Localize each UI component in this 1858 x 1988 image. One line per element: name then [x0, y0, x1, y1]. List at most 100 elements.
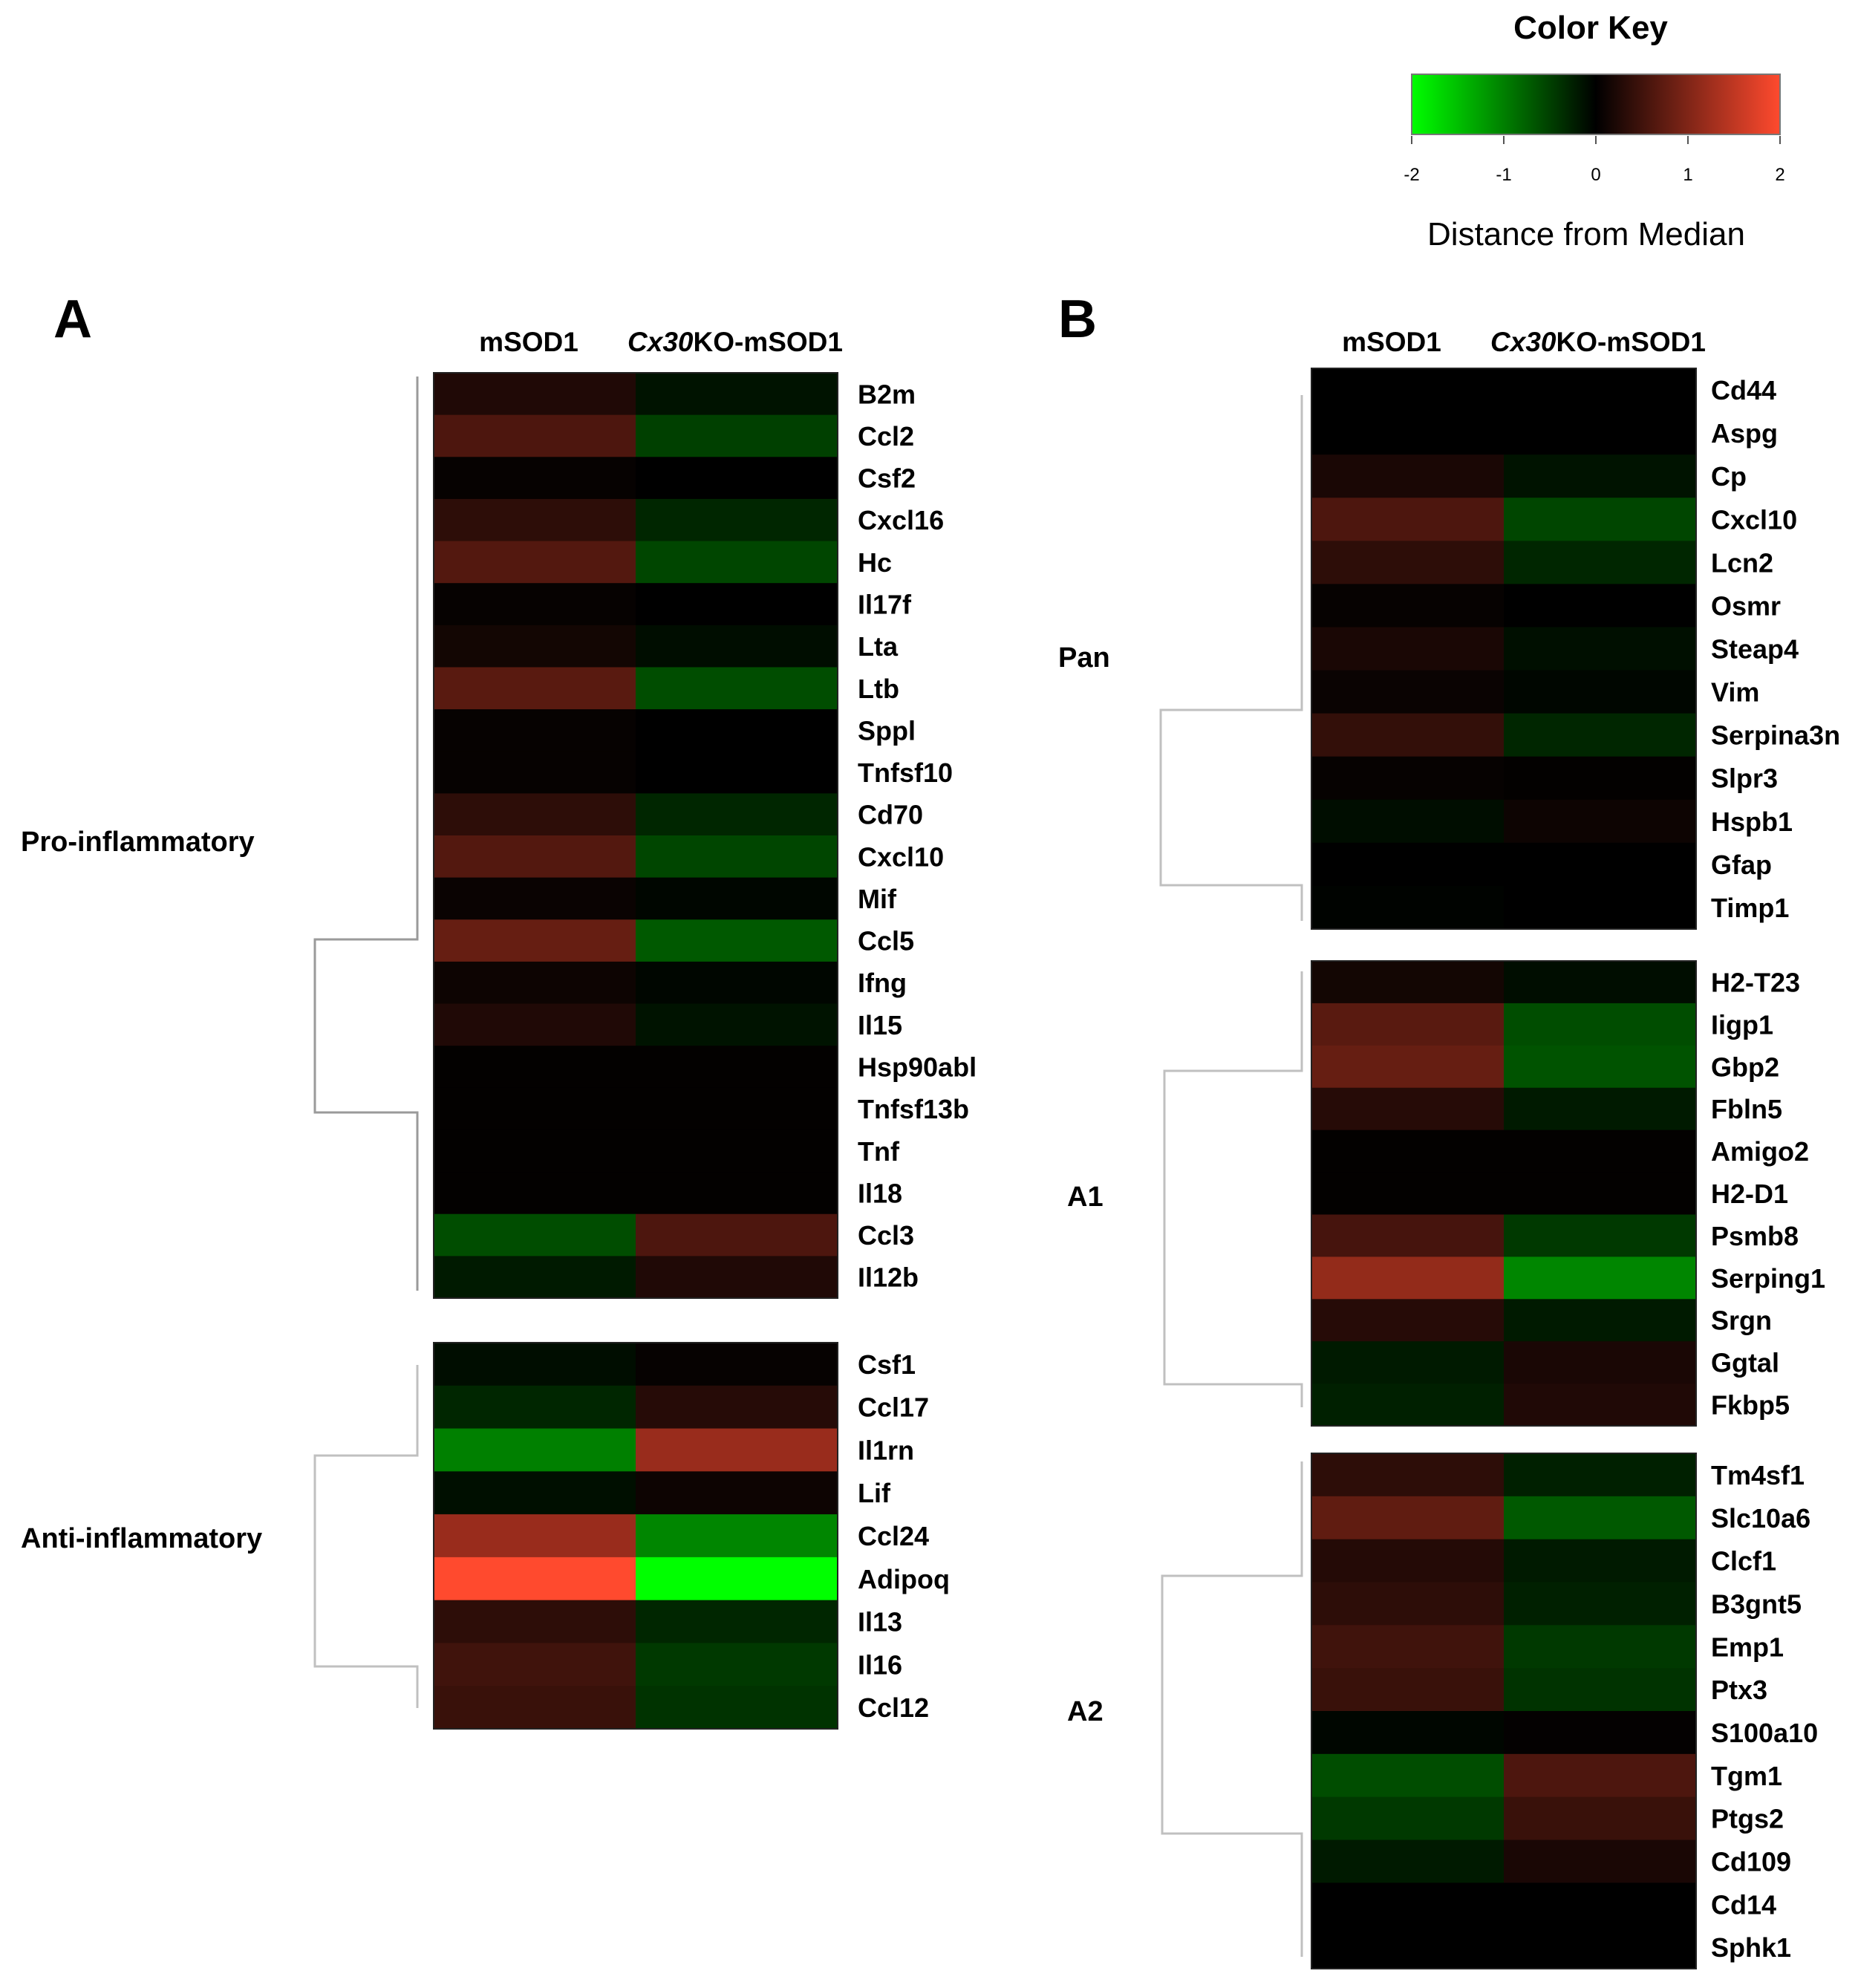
row-label: Osmr: [1711, 590, 1781, 621]
row-label: Clcf1: [1711, 1546, 1776, 1577]
heatmap-cell: [1311, 842, 1505, 887]
heatmap-cell: [1311, 670, 1505, 714]
heatmap-cell: [434, 751, 636, 794]
heatmap-cell: [1311, 1625, 1505, 1669]
group-label-pan: Pan: [1058, 642, 1110, 674]
row-label: Il16: [858, 1649, 902, 1680]
row-label: Cp: [1711, 461, 1747, 492]
heatmap-cell: [1311, 1926, 1505, 1969]
heatmap-cell: [1311, 627, 1505, 671]
row-label: Ccl17: [858, 1392, 929, 1423]
row-label: Gfap: [1711, 850, 1772, 880]
row-label: Srgn: [1711, 1306, 1772, 1336]
heatmap-cell: [636, 1471, 838, 1515]
heatmap-cell: [434, 1003, 636, 1046]
heatmap-cell: [636, 1046, 838, 1089]
heatmap-cell: [636, 667, 838, 710]
heatmap-cell: [1504, 713, 1697, 757]
panel-b-letter: B: [1058, 290, 1097, 349]
heatmap-cell: [434, 709, 636, 752]
panel-b-column-header-2: Cx30KO-mSOD1: [1490, 327, 1706, 357]
row-label: Ccl5: [858, 926, 914, 956]
heatmap-cell: [1504, 1172, 1697, 1215]
heatmap-cell: [636, 793, 838, 836]
row-label: Aspg: [1711, 418, 1778, 449]
group-label-pro-inflammatory: Pro-inflammatory: [21, 827, 255, 858]
row-label: H2-T23: [1711, 967, 1800, 997]
heatmap-cell: [1311, 584, 1505, 628]
row-label: Cxcl16: [858, 505, 944, 535]
row-label: Amigo2: [1711, 1136, 1809, 1167]
row-label: Serping1: [1711, 1263, 1825, 1294]
row-label: Lta: [858, 631, 899, 662]
row-label: Cd14: [1711, 1889, 1776, 1920]
heatmap-cell: [1311, 368, 1505, 412]
row-label: B2m: [858, 379, 916, 409]
row-label: B3gnt5: [1711, 1588, 1802, 1619]
row-label: Csf1: [858, 1349, 916, 1380]
heatmap-block-pan: Cd44 Aspg Cp Cxcl10 Lcn2 Osmr Steap4 Vim Serpina…: [1311, 368, 1840, 930]
heatmap-cell: [434, 625, 636, 668]
heatmap-block-border: [1311, 960, 1697, 1427]
heatmap-cell: [636, 1087, 838, 1130]
heatmap-cell: [1311, 1299, 1505, 1342]
row-label: Ptgs2: [1711, 1804, 1784, 1834]
heatmap-cell: [1311, 1341, 1505, 1384]
heatmap-cell: [434, 1087, 636, 1130]
row-label: Slpr3: [1711, 763, 1778, 794]
panel-a-column-header-1: mSOD1: [479, 327, 578, 357]
color-key-tick-label: 2: [1775, 165, 1784, 185]
heatmap-cell: [1311, 541, 1505, 584]
row-label: Ccl24: [858, 1521, 929, 1551]
row-label: Ifng: [858, 968, 907, 998]
heatmap-cell: [1311, 1753, 1505, 1798]
row-label: Hspb1: [1711, 806, 1793, 837]
row-label: Fbln5: [1711, 1094, 1782, 1124]
row-label: Il12b: [858, 1262, 919, 1293]
heatmap-cell: [434, 1471, 636, 1515]
heatmap-cell: [1311, 1839, 1505, 1883]
row-label: Lif: [858, 1478, 891, 1508]
heatmap-cell: [434, 961, 636, 1005]
row-label: Slc10a6: [1711, 1503, 1810, 1534]
heatmap-cell: [636, 414, 838, 457]
heatmap-cell: [434, 498, 636, 542]
heatmap-cell: [1504, 1796, 1697, 1840]
heatmap-block-border: [433, 1342, 838, 1730]
dendrogram-a1: [1163, 971, 1303, 1407]
heatmap-cell: [1311, 1172, 1505, 1215]
heatmap-cell: [434, 583, 636, 626]
color-key-tick-label: 1: [1683, 165, 1692, 185]
heatmap-cell: [434, 1643, 636, 1686]
row-label: Csf2: [858, 463, 916, 494]
row-label: Ccl3: [858, 1220, 914, 1251]
dendrogram-pro-inflammatory: [313, 377, 419, 1291]
row-label: Emp1: [1711, 1632, 1784, 1662]
heatmap-cell: [1311, 713, 1505, 757]
heatmap-cell: [1504, 1341, 1697, 1384]
group-label-a1: A1: [1067, 1182, 1104, 1213]
row-label: Ccl2: [858, 421, 914, 452]
heatmap-cell: [1504, 454, 1697, 498]
heatmap-cell: [1504, 627, 1697, 671]
heatmap-cell: [1504, 842, 1697, 887]
heatmap-cell: [434, 1130, 636, 1173]
row-label: Ltb: [858, 674, 899, 704]
heatmap-cell: [636, 751, 838, 794]
heatmap-cell: [1311, 756, 1505, 801]
row-label: Serpina3n: [1711, 720, 1840, 751]
row-label: Cd109: [1711, 1846, 1791, 1877]
heatmap-cell: [434, 877, 636, 920]
heatmap-cell: [1311, 1257, 1505, 1300]
panel-b-column-header-1: mSOD1: [1342, 327, 1441, 357]
row-label: Tnf: [858, 1136, 900, 1167]
heatmap-cell: [434, 1256, 636, 1299]
heatmap-cell: [1311, 1045, 1505, 1089]
row-label: Cd44: [1711, 375, 1776, 405]
group-label-a2: A2: [1067, 1696, 1104, 1727]
heatmap-cell: [1504, 498, 1697, 541]
heatmap-cell: [434, 1600, 636, 1643]
heatmap-cell: [434, 1514, 636, 1558]
heatmap-cell: [636, 1643, 838, 1686]
row-label: Sphk1: [1711, 1932, 1791, 1963]
